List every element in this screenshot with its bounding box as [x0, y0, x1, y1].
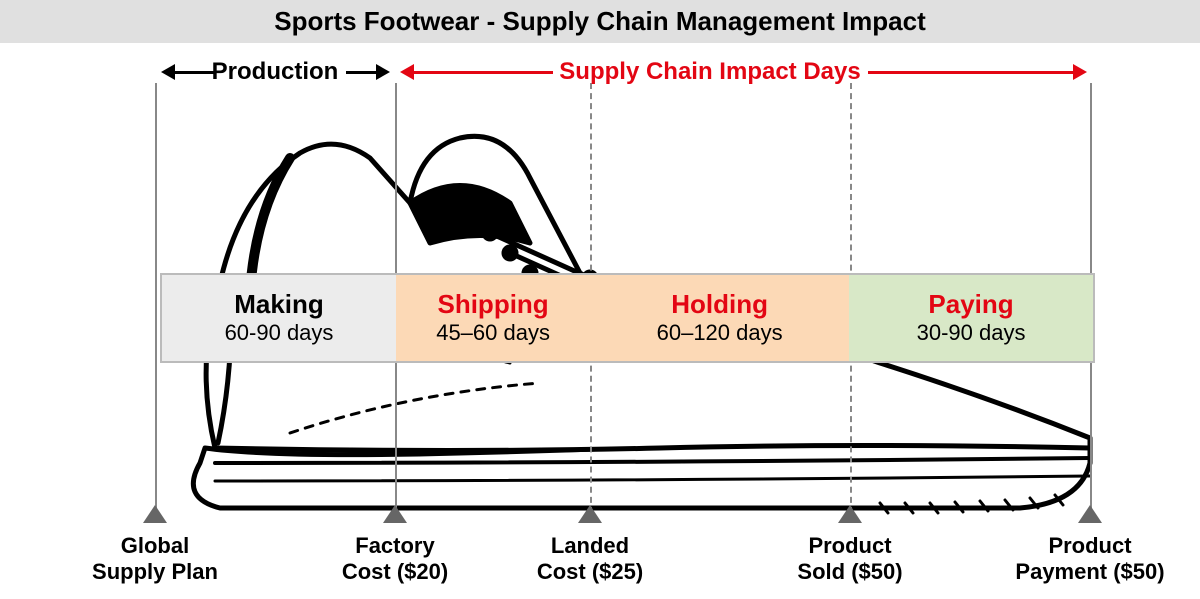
milestone-line2: Cost ($25) [537, 559, 643, 584]
milestone-landed-cost: Landed Cost ($25) [500, 533, 680, 586]
triangle-up-icon [1078, 505, 1102, 523]
triangle-up-icon [383, 505, 407, 523]
triangle-up-icon [143, 505, 167, 523]
label-production: Production [205, 58, 345, 86]
milestone-line1: Landed [551, 533, 629, 558]
milestone-line1: Global [121, 533, 189, 558]
page-title: Sports Footwear - Supply Chain Managemen… [0, 0, 1200, 43]
milestone-line2: Sold ($50) [797, 559, 902, 584]
milestone-line1: Product [1048, 533, 1131, 558]
bracket-line-production-right [346, 71, 376, 74]
milestone-line2: Supply Plan [92, 559, 218, 584]
stage-title: Making [234, 289, 324, 320]
stage-duration: 60–120 days [657, 320, 783, 346]
bracket-line-supplychain-right [868, 71, 1073, 74]
milestone-product-sold: Product Sold ($50) [760, 533, 940, 586]
arrow-left-icon [400, 64, 414, 80]
vline-global-supply-plan [155, 83, 157, 523]
triangle-up-icon [578, 505, 602, 523]
stage-duration: 45–60 days [436, 320, 550, 346]
bracket-line-supplychain-left [413, 71, 553, 74]
stage-title: Paying [928, 289, 1013, 320]
stage-row: Making 60-90 days Shipping 45–60 days Ho… [160, 273, 1095, 363]
milestone-line1: Factory [355, 533, 434, 558]
stage-duration: 60-90 days [225, 320, 334, 346]
milestone-global-supply-plan: Global Supply Plan [65, 533, 245, 586]
stage-duration: 30-90 days [917, 320, 1026, 346]
stage-paying: Paying 30-90 days [849, 275, 1093, 361]
diagram-area: Production Supply Chain Impact Days Maki… [0, 43, 1200, 593]
milestone-line2: Cost ($20) [342, 559, 448, 584]
stage-title: Holding [671, 289, 768, 320]
arrow-right-icon [376, 64, 390, 80]
milestone-factory-cost: Factory Cost ($20) [305, 533, 485, 586]
milestone-product-payment: Product Payment ($50) [1000, 533, 1180, 586]
stage-title: Shipping [437, 289, 548, 320]
milestone-line1: Product [808, 533, 891, 558]
stage-shipping: Shipping 45–60 days [396, 275, 590, 361]
milestone-line2: Payment ($50) [1015, 559, 1164, 584]
label-supply-chain-impact: Supply Chain Impact Days [555, 58, 865, 86]
stage-holding: Holding 60–120 days [590, 275, 849, 361]
triangle-up-icon [838, 505, 862, 523]
arrow-right-icon [1073, 64, 1087, 80]
arrow-left-icon [161, 64, 175, 80]
stage-making: Making 60-90 days [162, 275, 396, 361]
